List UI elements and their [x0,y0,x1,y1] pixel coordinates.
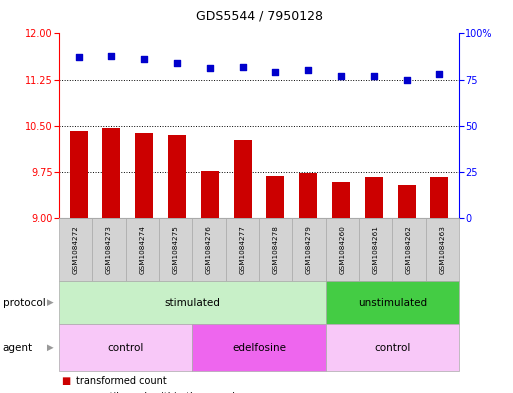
Point [74,54,83,61]
Text: control: control [374,343,410,353]
Text: protocol: protocol [3,298,45,308]
Text: ■: ■ [62,376,71,386]
Text: GSM1084274: GSM1084274 [140,225,145,274]
Text: unstimulated: unstimulated [358,298,427,308]
Bar [299,173,317,218]
Text: GSM1084273: GSM1084273 [106,225,112,274]
Text: GSM1084279: GSM1084279 [306,225,312,274]
Point [173,60,181,66]
Point [140,56,148,62]
Bar [168,135,186,218]
Text: percentile rank within the sample: percentile rank within the sample [76,392,241,393]
Point [107,52,115,59]
Point [337,73,345,79]
Text: GSM1084272: GSM1084272 [73,225,78,274]
Bar [332,182,350,218]
Bar [201,171,219,218]
Bar [135,133,153,218]
Text: GSM1084261: GSM1084261 [373,225,379,274]
Text: stimulated: stimulated [165,298,220,308]
Point [304,67,312,73]
Text: GSM1084260: GSM1084260 [340,225,345,274]
Bar [398,185,416,218]
Text: agent: agent [3,343,33,353]
Point [436,71,444,77]
Text: GSM1084278: GSM1084278 [273,225,279,274]
Bar [430,178,448,218]
Point [239,64,247,70]
Text: GSM1084263: GSM1084263 [440,225,445,274]
Point [370,73,378,79]
Point [403,76,411,83]
Text: GDS5544 / 7950128: GDS5544 / 7950128 [195,9,323,22]
Bar [103,128,121,218]
Text: GSM1084277: GSM1084277 [240,225,245,274]
Point [206,65,214,72]
Point [271,69,280,75]
Text: control: control [108,343,144,353]
Text: GSM1084262: GSM1084262 [406,225,412,274]
Text: GSM1084276: GSM1084276 [206,225,212,274]
Bar [266,176,285,218]
Bar [233,140,252,218]
Text: GSM1084275: GSM1084275 [173,225,179,274]
Text: transformed count: transformed count [76,376,167,386]
Bar [365,178,383,218]
Text: ■: ■ [62,392,71,393]
Text: edelfosine: edelfosine [232,343,286,353]
Bar [70,131,88,218]
